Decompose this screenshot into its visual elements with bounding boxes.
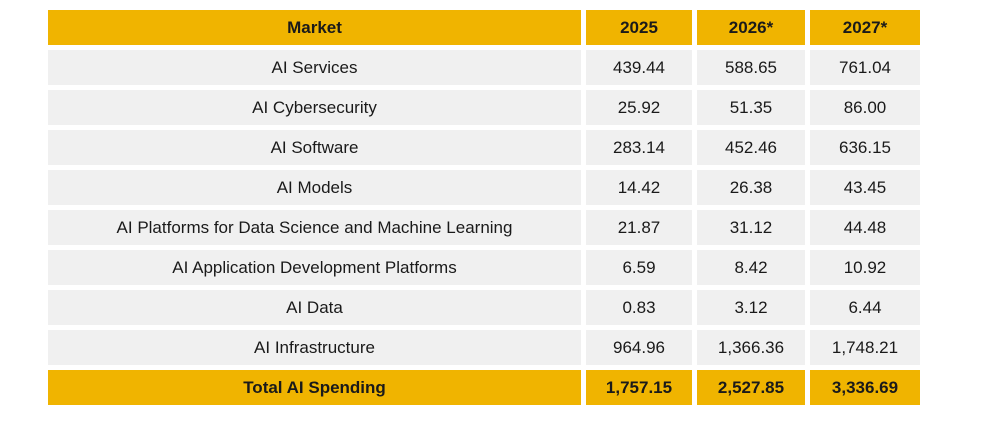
table-row: AI Services 439.44 588.65 761.04 bbox=[48, 50, 920, 85]
market-cell: AI Software bbox=[48, 130, 581, 165]
total-2027: 3,336.69 bbox=[810, 370, 920, 405]
total-label: Total AI Spending bbox=[48, 370, 581, 405]
value-2026-cell: 8.42 bbox=[697, 250, 805, 285]
table-row: AI Cybersecurity 25.92 51.35 86.00 bbox=[48, 90, 920, 125]
table-row: AI Application Development Platforms 6.5… bbox=[48, 250, 920, 285]
market-cell: AI Data bbox=[48, 290, 581, 325]
value-2026-cell: 3.12 bbox=[697, 290, 805, 325]
value-2027-cell: 761.04 bbox=[810, 50, 920, 85]
total-row: Total AI Spending 1,757.15 2,527.85 3,33… bbox=[48, 370, 920, 405]
value-2025-cell: 283.14 bbox=[586, 130, 692, 165]
value-2026-cell: 51.35 bbox=[697, 90, 805, 125]
table-row: AI Infrastructure 964.96 1,366.36 1,748.… bbox=[48, 330, 920, 365]
market-cell: AI Platforms for Data Science and Machin… bbox=[48, 210, 581, 245]
value-2025-cell: 0.83 bbox=[586, 290, 692, 325]
value-2026-cell: 26.38 bbox=[697, 170, 805, 205]
header-2027: 2027* bbox=[810, 10, 920, 45]
value-2027-cell: 10.92 bbox=[810, 250, 920, 285]
header-2025: 2025 bbox=[586, 10, 692, 45]
value-2025-cell: 964.96 bbox=[586, 330, 692, 365]
spending-table: Market 2025 2026* 2027* AI Services 439.… bbox=[48, 10, 920, 410]
total-2025: 1,757.15 bbox=[586, 370, 692, 405]
table-row: AI Platforms for Data Science and Machin… bbox=[48, 210, 920, 245]
market-cell: AI Cybersecurity bbox=[48, 90, 581, 125]
value-2026-cell: 588.65 bbox=[697, 50, 805, 85]
market-cell: AI Services bbox=[48, 50, 581, 85]
market-cell: AI Application Development Platforms bbox=[48, 250, 581, 285]
total-2026: 2,527.85 bbox=[697, 370, 805, 405]
value-2027-cell: 43.45 bbox=[810, 170, 920, 205]
market-cell: AI Infrastructure bbox=[48, 330, 581, 365]
table-row: AI Data 0.83 3.12 6.44 bbox=[48, 290, 920, 325]
value-2027-cell: 1,748.21 bbox=[810, 330, 920, 365]
header-2026: 2026* bbox=[697, 10, 805, 45]
value-2025-cell: 25.92 bbox=[586, 90, 692, 125]
value-2027-cell: 6.44 bbox=[810, 290, 920, 325]
table-row: AI Software 283.14 452.46 636.15 bbox=[48, 130, 920, 165]
value-2025-cell: 439.44 bbox=[586, 50, 692, 85]
value-2026-cell: 452.46 bbox=[697, 130, 805, 165]
market-cell: AI Models bbox=[48, 170, 581, 205]
header-market: Market bbox=[48, 10, 581, 45]
value-2025-cell: 21.87 bbox=[586, 210, 692, 245]
value-2026-cell: 31.12 bbox=[697, 210, 805, 245]
table-header-row: Market 2025 2026* 2027* bbox=[48, 10, 920, 45]
value-2025-cell: 6.59 bbox=[586, 250, 692, 285]
value-2026-cell: 1,366.36 bbox=[697, 330, 805, 365]
value-2027-cell: 44.48 bbox=[810, 210, 920, 245]
table-row: AI Models 14.42 26.38 43.45 bbox=[48, 170, 920, 205]
value-2027-cell: 636.15 bbox=[810, 130, 920, 165]
value-2025-cell: 14.42 bbox=[586, 170, 692, 205]
value-2027-cell: 86.00 bbox=[810, 90, 920, 125]
